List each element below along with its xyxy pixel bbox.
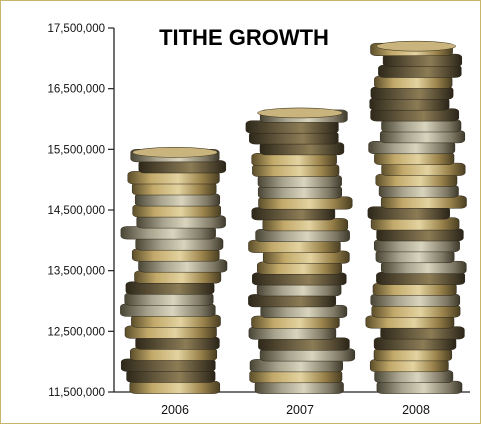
coin bbox=[373, 348, 453, 362]
coin bbox=[120, 226, 216, 240]
coin bbox=[370, 86, 454, 100]
coin bbox=[374, 239, 460, 253]
coin bbox=[138, 160, 227, 174]
coin bbox=[382, 53, 463, 67]
coin bbox=[249, 131, 339, 145]
coin bbox=[127, 171, 220, 185]
coin bbox=[370, 217, 460, 231]
coin bbox=[380, 195, 467, 209]
x-tick-label: 2008 bbox=[402, 403, 430, 417]
coin bbox=[138, 259, 228, 273]
y-axis: 11,500,000 12,500,000 13,500,000 14,500,000… bbox=[47, 23, 470, 399]
coin bbox=[375, 250, 455, 264]
x-axis-labels: 2006 2007 2008 bbox=[161, 403, 430, 417]
coin bbox=[256, 283, 342, 297]
coin bbox=[381, 119, 462, 133]
coin bbox=[120, 303, 216, 317]
coin bbox=[371, 304, 461, 318]
coin bbox=[131, 182, 217, 196]
coin bbox=[131, 248, 220, 262]
coin bbox=[249, 370, 343, 384]
coin bbox=[248, 294, 337, 308]
coin bbox=[258, 196, 353, 210]
coin bbox=[124, 325, 217, 339]
coin bbox=[376, 228, 464, 242]
coin-top bbox=[257, 107, 343, 119]
coin bbox=[375, 173, 458, 187]
coin bbox=[379, 130, 466, 144]
x-tick-label: 2007 bbox=[286, 403, 314, 417]
coin-top bbox=[376, 40, 456, 52]
chart-title: TITHE GROWTH bbox=[159, 25, 329, 50]
coin bbox=[373, 337, 457, 351]
coin bbox=[257, 174, 342, 188]
coin bbox=[126, 369, 216, 383]
y-tick-label: 15,500,000 bbox=[47, 144, 105, 156]
coin bbox=[376, 380, 463, 394]
y-tick-label: 16,500,000 bbox=[47, 84, 105, 96]
coin bbox=[135, 237, 224, 251]
coin bbox=[132, 204, 221, 218]
coin bbox=[380, 326, 465, 340]
coin bbox=[372, 282, 457, 296]
coin-top bbox=[132, 147, 218, 158]
coin bbox=[369, 359, 449, 373]
coin bbox=[368, 141, 456, 155]
y-tick-label: 13,500,000 bbox=[47, 266, 105, 278]
bar-2008 bbox=[365, 40, 467, 394]
coin bbox=[120, 358, 216, 372]
coin bbox=[376, 271, 466, 285]
coin bbox=[365, 315, 455, 329]
bar-2006 bbox=[120, 147, 228, 394]
y-tick-label: 11,500,000 bbox=[48, 387, 105, 399]
coin bbox=[257, 261, 342, 275]
coin bbox=[378, 184, 459, 198]
coin bbox=[248, 239, 341, 253]
y-tick-label: 12,500,000 bbox=[47, 326, 105, 338]
coin bbox=[134, 270, 222, 284]
coin bbox=[369, 97, 450, 111]
coin bbox=[370, 293, 461, 307]
bars bbox=[120, 40, 467, 394]
coin bbox=[378, 64, 462, 78]
coin bbox=[248, 326, 337, 340]
coin bbox=[374, 75, 453, 89]
coin bbox=[381, 260, 467, 274]
coin bbox=[370, 108, 460, 122]
bar-2007 bbox=[245, 107, 356, 394]
coin bbox=[374, 151, 455, 165]
coin bbox=[258, 337, 350, 351]
coin bbox=[251, 153, 337, 167]
coin bbox=[367, 206, 450, 220]
x-tick-label: 2006 bbox=[161, 403, 189, 417]
coin bbox=[134, 193, 221, 207]
y-tick-label: 17,500,000 bbox=[47, 23, 105, 35]
coin bbox=[129, 380, 221, 394]
y-tick-label: 14,500,000 bbox=[47, 205, 105, 217]
coin bbox=[136, 215, 226, 229]
coin bbox=[374, 369, 454, 383]
coin bbox=[125, 281, 215, 295]
coin bbox=[130, 347, 218, 361]
coin bbox=[381, 162, 466, 176]
coin bbox=[262, 218, 349, 232]
coin bbox=[124, 292, 214, 306]
coin bbox=[135, 336, 220, 350]
coin bbox=[131, 314, 221, 328]
